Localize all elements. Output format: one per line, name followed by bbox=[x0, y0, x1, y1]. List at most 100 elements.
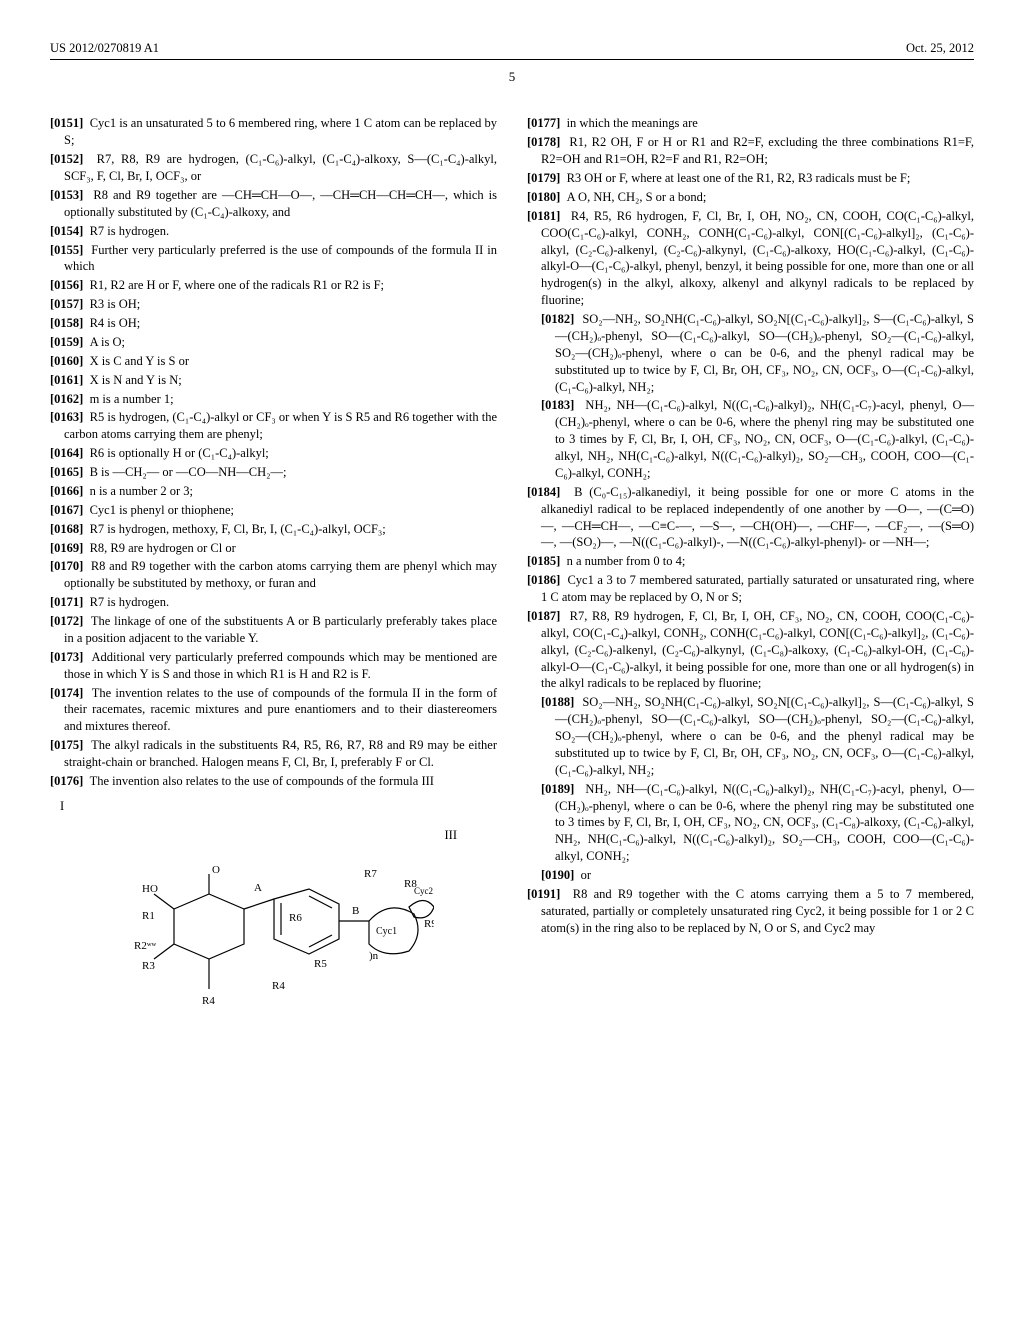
para-text: R8 and R9 together with the carbon atoms… bbox=[64, 559, 497, 590]
para-text: Cyc1 a 3 to 7 membered saturated, partia… bbox=[541, 573, 974, 604]
molecule-svg: HO O R1 R2ʷʷ R3 R4 A R6 R5 R4 B Cyc1 R7 … bbox=[114, 859, 434, 1029]
para-text: R1, R2 are H or F, where one of the radi… bbox=[90, 278, 384, 292]
para-text: R7 is hydrogen. bbox=[90, 224, 170, 238]
para-text: Cyc1 is phenyl or thiophene; bbox=[90, 503, 234, 517]
para-text: R5 is hydrogen, (C₁-C₄)-alkyl or CF₃ or … bbox=[64, 410, 497, 441]
svg-text:Cyc2: Cyc2 bbox=[414, 886, 433, 896]
para-text: B is —CH₂— or —CO—NH—CH₂—; bbox=[90, 465, 287, 479]
para-0185: [0185] n a number from 0 to 4; bbox=[527, 553, 974, 570]
svg-text:)n: )n bbox=[369, 950, 379, 962]
svg-text:B: B bbox=[352, 905, 359, 917]
svg-text:Cyc1: Cyc1 bbox=[376, 926, 397, 937]
para-text: R3 is OH; bbox=[90, 297, 141, 311]
para-text: A O, NH, CH₂, S or a bond; bbox=[567, 190, 707, 204]
publication-date: Oct. 25, 2012 bbox=[906, 40, 974, 57]
chemical-structure-diagram: HO O R1 R2ʷʷ R3 R4 A R6 R5 R4 B Cyc1 R7 … bbox=[50, 859, 497, 1034]
para-0169: [0169] R8, R9 are hydrogen or Cl or bbox=[50, 540, 497, 557]
svg-text:R2ʷʷ: R2ʷʷ bbox=[134, 940, 157, 952]
para-text: R7, R8, R9 hydrogen, F, Cl, Br, I, OH, C… bbox=[541, 609, 974, 691]
para-0157: [0157] R3 is OH; bbox=[50, 296, 497, 313]
svg-text:A: A bbox=[254, 882, 262, 894]
para-text: n a number from 0 to 4; bbox=[567, 554, 686, 568]
para-0164: [0164] R6 is optionally H or (C₁-C₄)-alk… bbox=[50, 445, 497, 462]
para-text: R7 is hydrogen, methoxy, F, Cl, Br, I, (… bbox=[90, 522, 386, 536]
para-0184: [0184] B (C₀-C₁₅)-alkanediyl, it being p… bbox=[527, 484, 974, 552]
svg-text:R4: R4 bbox=[272, 980, 285, 992]
para-0174: [0174] The invention relates to the use … bbox=[50, 685, 497, 736]
para-0161: [0161] X is N and Y is N; bbox=[50, 372, 497, 389]
para-0191: [0191] R8 and R9 together with the C ato… bbox=[527, 886, 974, 937]
svg-text:R6: R6 bbox=[289, 912, 302, 924]
para-0190: [0190] or bbox=[527, 867, 974, 884]
para-0165: [0165] B is —CH₂— or —CO—NH—CH₂—; bbox=[50, 464, 497, 481]
para-text: SO₂—NH₂, SO₂NH(C₁-C₆)-alkyl, SO₂N[(C₁-C₆… bbox=[555, 312, 974, 394]
svg-text:R5: R5 bbox=[314, 958, 327, 970]
para-text: or bbox=[581, 868, 591, 882]
para-0168: [0168] R7 is hydrogen, methoxy, F, Cl, B… bbox=[50, 521, 497, 538]
content-columns: [0151] Cyc1 is an unsaturated 5 to 6 mem… bbox=[50, 115, 974, 1034]
para-text: R8 and R9 together with the C atoms carr… bbox=[541, 887, 974, 935]
svg-text:R1: R1 bbox=[142, 910, 155, 922]
para-0176: [0176] The invention also relates to the… bbox=[50, 773, 497, 790]
para-0186: [0186] Cyc1 a 3 to 7 membered saturated,… bbox=[527, 572, 974, 606]
publication-number: US 2012/0270819 A1 bbox=[50, 40, 159, 57]
para-text: B (C₀-C₁₅)-alkanediyl, it being possible… bbox=[541, 485, 974, 550]
para-0166: [0166] n is a number 2 or 3; bbox=[50, 483, 497, 500]
formula-label-iii: III bbox=[50, 827, 457, 844]
page-header: US 2012/0270819 A1 Oct. 25, 2012 bbox=[50, 40, 974, 60]
para-text: R8 and R9 together are —CH═CH—O—, —CH═CH… bbox=[64, 188, 497, 219]
para-0178: [0178] R1, R2 OH, F or H or R1 and R2=F,… bbox=[527, 134, 974, 168]
svg-text:O: O bbox=[212, 864, 220, 876]
para-0171: [0171] R7 is hydrogen. bbox=[50, 594, 497, 611]
para-0175: [0175] The alkyl radicals in the substit… bbox=[50, 737, 497, 771]
para-0187: [0187] R7, R8, R9 hydrogen, F, Cl, Br, I… bbox=[527, 608, 974, 692]
para-0170: [0170] R8 and R9 together with the carbo… bbox=[50, 558, 497, 592]
para-0162: [0162] m is a number 1; bbox=[50, 391, 497, 408]
para-0151: [0151] Cyc1 is an unsaturated 5 to 6 mem… bbox=[50, 115, 497, 149]
para-text: R3 OH or F, where at least one of the R1… bbox=[567, 171, 911, 185]
para-0163: [0163] R5 is hydrogen, (C₁-C₄)-alkyl or … bbox=[50, 409, 497, 443]
para-text: NH₂, NH—(C₁-C₆)-alkyl, N((C₁-C₆)-alkyl)₂… bbox=[555, 782, 974, 864]
para-text: R7, R8, R9 are hydrogen, (C₁-C₆)-alkyl, … bbox=[64, 152, 497, 183]
para-0188: [0188] SO₂—NH₂, SO₂NH(C₁-C₆)-alkyl, SO₂N… bbox=[527, 694, 974, 778]
para-0152: [0152] R7, R8, R9 are hydrogen, (C₁-C₆)-… bbox=[50, 151, 497, 185]
para-text: Additional very particularly preferred c… bbox=[64, 650, 497, 681]
para-text: R7 is hydrogen. bbox=[90, 595, 170, 609]
para-0189: [0189] NH₂, NH—(C₁-C₆)-alkyl, N((C₁-C₆)-… bbox=[527, 781, 974, 865]
para-0180: [0180] A O, NH, CH₂, S or a bond; bbox=[527, 189, 974, 206]
para-text: X is C and Y is S or bbox=[90, 354, 189, 368]
para-text: The alkyl radicals in the substituents R… bbox=[64, 738, 497, 769]
para-text: n is a number 2 or 3; bbox=[90, 484, 193, 498]
para-0182: [0182] SO₂—NH₂, SO₂NH(C₁-C₆)-alkyl, SO₂N… bbox=[527, 311, 974, 395]
para-text: A is O; bbox=[90, 335, 125, 349]
para-text: The linkage of one of the substituents A… bbox=[64, 614, 497, 645]
right-column: [0177] in which the meanings are [0178] … bbox=[527, 115, 974, 1034]
para-text: SO₂—NH₂, SO₂NH(C₁-C₆)-alkyl, SO₂N[(C₁-C₆… bbox=[555, 695, 974, 777]
para-0159: [0159] A is O; bbox=[50, 334, 497, 351]
para-0156: [0156] R1, R2 are H or F, where one of t… bbox=[50, 277, 497, 294]
para-0167: [0167] Cyc1 is phenyl or thiophene; bbox=[50, 502, 497, 519]
svg-text:R7: R7 bbox=[364, 868, 377, 880]
para-text: R8, R9 are hydrogen or Cl or bbox=[90, 541, 236, 555]
para-text: m is a number 1; bbox=[90, 392, 174, 406]
para-text: The invention relates to the use of comp… bbox=[64, 686, 497, 734]
para-text: in which the meanings are bbox=[567, 116, 698, 130]
para-text: Cyc1 is an unsaturated 5 to 6 membered r… bbox=[64, 116, 497, 147]
page-number: 5 bbox=[50, 68, 974, 86]
svg-text:R9: R9 bbox=[424, 918, 434, 930]
para-0181: [0181] R4, R5, R6 hydrogen, F, Cl, Br, I… bbox=[527, 208, 974, 309]
para-0172: [0172] The linkage of one of the substit… bbox=[50, 613, 497, 647]
para-text: R4 is OH; bbox=[90, 316, 141, 330]
para-text: Further very particularly preferred is t… bbox=[64, 243, 497, 274]
svg-text:HO: HO bbox=[142, 883, 158, 895]
svg-text:R4: R4 bbox=[202, 995, 215, 1007]
para-text: R1, R2 OH, F or H or R1 and R2=F, exclud… bbox=[541, 135, 974, 166]
para-0179: [0179] R3 OH or F, where at least one of… bbox=[527, 170, 974, 187]
para-0160: [0160] X is C and Y is S or bbox=[50, 353, 497, 370]
para-text: NH₂, NH—(C₁-C₆)-alkyl, N((C₁-C₆)-alkyl)₂… bbox=[555, 398, 974, 480]
para-text: X is N and Y is N; bbox=[90, 373, 182, 387]
left-column: [0151] Cyc1 is an unsaturated 5 to 6 mem… bbox=[50, 115, 497, 1034]
para-0173: [0173] Additional very particularly pref… bbox=[50, 649, 497, 683]
para-0155: [0155] Further very particularly preferr… bbox=[50, 242, 497, 276]
para-0154: [0154] R7 is hydrogen. bbox=[50, 223, 497, 240]
